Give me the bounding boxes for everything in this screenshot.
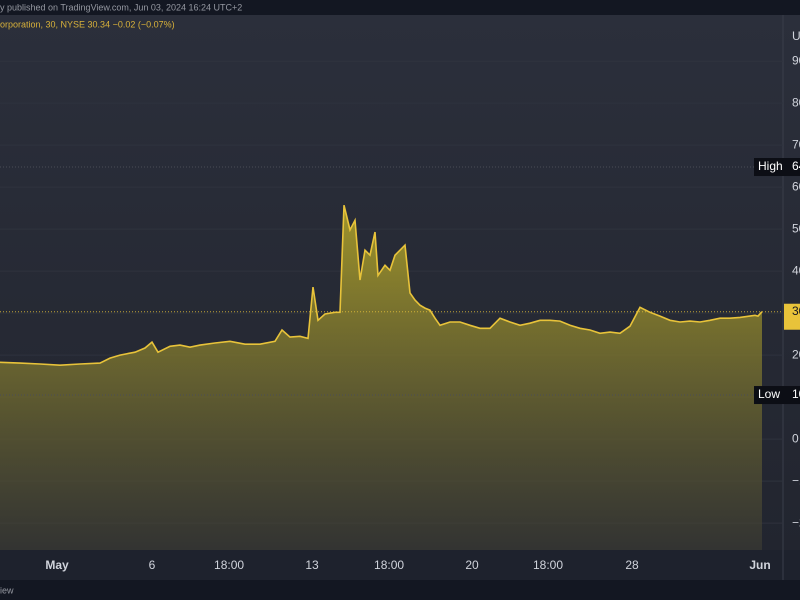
high-value: 64.8 xyxy=(792,159,800,173)
x-tick-label: Jun xyxy=(749,558,770,572)
y-tick-label: 90 xyxy=(792,53,800,67)
top-bar xyxy=(0,0,800,15)
low-label: Low xyxy=(758,387,780,401)
x-tick-label: 28 xyxy=(625,558,639,572)
y-tick-label: 0 xyxy=(792,431,799,445)
bottom-bar xyxy=(0,580,800,600)
area-line xyxy=(0,205,763,367)
y-tick-label: −20 xyxy=(792,515,800,529)
area-fill xyxy=(0,205,762,550)
high-label-bg xyxy=(754,158,800,177)
low-label-bg xyxy=(754,386,800,405)
currency: U xyxy=(792,29,800,43)
x-tick-label: 20 xyxy=(465,558,479,572)
x-tick-label: 18:00 xyxy=(533,558,563,572)
header: y published on TradingView.com, Jun 03, … xyxy=(0,2,242,12)
x-tick-label: 18:00 xyxy=(374,558,404,572)
x-tick-label: 18:00 xyxy=(214,558,244,572)
y-tick-label: 80 xyxy=(792,95,800,109)
x-tick-label: 13 xyxy=(305,558,319,572)
y-tick-label: 50 xyxy=(792,221,800,235)
footer: iew xyxy=(0,585,14,595)
y-tick-label: 60 xyxy=(792,179,800,193)
low-value: 10.5 xyxy=(792,387,800,401)
x-tick-label: May xyxy=(45,558,69,572)
symbol-line: orporation, 30, NYSE 30.34 −0.02 (−0.07%… xyxy=(0,19,175,29)
y-tick-label: −10 xyxy=(792,473,800,487)
last-price: 30.34 xyxy=(792,304,800,318)
x-tick-label: 6 xyxy=(149,558,156,572)
high-label: High xyxy=(758,159,783,173)
last-price-bg xyxy=(784,303,800,330)
y-tick-label: 70 xyxy=(792,137,800,151)
x-axis-bg xyxy=(0,550,800,580)
y-tick-label: 40 xyxy=(792,263,800,277)
y-tick-label: 20 xyxy=(792,347,800,361)
